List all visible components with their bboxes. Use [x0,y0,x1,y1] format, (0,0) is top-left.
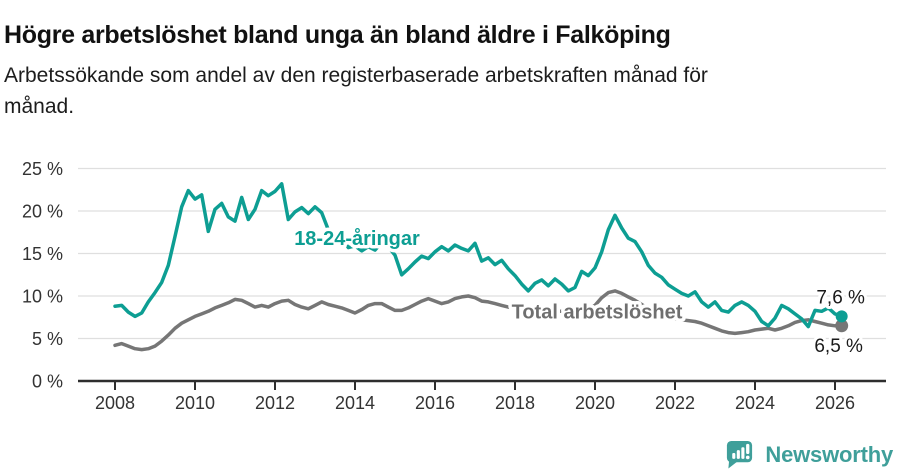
x-tick-label: 2022 [655,393,695,413]
newsworthy-bubble-chart-icon [727,440,753,469]
newsworthy-logo[interactable]: Newsworthy [724,439,893,470]
chart-title: Högre arbetslöshet bland unga än bland ä… [4,20,671,49]
x-tick-label: 2018 [495,393,535,413]
gridlines [78,167,886,340]
y-tick-label: 5 % [32,329,63,349]
x-tick-label: 2024 [735,393,775,413]
chart-subtitle: Arbetssökande som andel av den registerb… [4,60,884,122]
series-line-total [113,289,844,352]
chart-subtitle-line-2: månad. [4,95,75,118]
x-tick-label: 2012 [255,393,295,413]
series-label-youth: 18-24-åringar [294,227,420,250]
end-value-label-youth: 7,6 % [816,287,865,308]
x-tick-label: 2020 [575,393,615,413]
chart-subtitle-line-1: Arbetssökande som andel av den registerb… [4,64,708,87]
y-axis-labels: 0 % 5 % 10 % 15 % 20 % 25 % [22,159,63,392]
end-value-label-total: 6,5 % [814,336,863,357]
y-tick-label: 0 % [32,372,63,392]
x-tick-label: 2008 [95,393,135,413]
y-tick-label: 25 % [22,159,63,179]
series-label-total: Total arbetslöshet [512,301,683,323]
x-tick-label: 2016 [415,393,455,413]
x-tick-label: 2026 [815,393,855,413]
y-tick-label: 20 % [22,202,63,222]
x-axis-ticks: 2008 2010 2012 2014 2016 2018 2020 2022 2024 2026 [95,382,855,413]
series-end-dot-total [835,319,849,333]
y-tick-label: 10 % [22,287,63,307]
series-end-dot-youth [835,310,848,323]
series-line-youth [113,182,844,329]
x-tick-label: 2010 [175,393,215,413]
x-tick-label: 2014 [335,393,375,413]
y-tick-label: 15 % [22,244,63,264]
newsworthy-wordmark: Newsworthy [765,441,893,467]
